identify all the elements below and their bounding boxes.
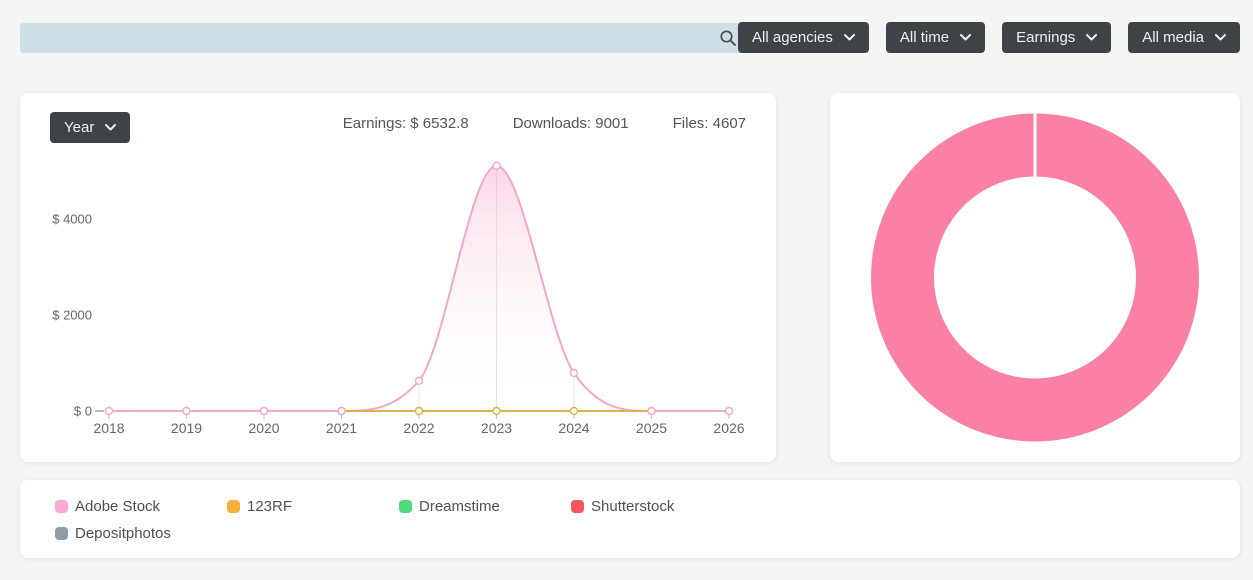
time-filter-dropdown[interactable]: All time <box>885 22 986 53</box>
svg-text:2025: 2025 <box>636 420 667 436</box>
earnings-chart-panel: Year Earnings: $ 6532.8 Downloads: 9001 … <box>20 93 776 462</box>
legend-item-dreamstime[interactable]: Dreamstime <box>399 493 571 519</box>
svg-text:2021: 2021 <box>326 420 357 436</box>
agency-legend-panel: Adobe Stock 123RF Dreamstime Shutterstoc… <box>20 480 1240 558</box>
stat-downloads: Downloads: 9001 <box>512 115 629 132</box>
svg-text:2026: 2026 <box>713 420 744 436</box>
search-input[interactable] <box>20 23 745 53</box>
svg-text:2020: 2020 <box>248 420 279 436</box>
depositphotos-swatch-icon <box>55 526 68 540</box>
agency-legend: Adobe Stock 123RF Dreamstime Shutterstoc… <box>20 480 1240 546</box>
stat-earnings: Earnings: $ 6532.8 <box>342 115 469 132</box>
svg-text:2024: 2024 <box>558 420 589 436</box>
chevron-down-icon <box>1086 34 1098 41</box>
chevron-down-icon <box>960 34 972 41</box>
agencies-filter-label: All agencies <box>752 29 833 46</box>
legend-item-123rf[interactable]: 123RF <box>227 493 399 519</box>
svg-text:2018: 2018 <box>93 420 124 436</box>
stat-files: Files: 4607 <box>672 115 746 132</box>
legend-item-adobe-stock[interactable]: Adobe Stock <box>55 493 227 519</box>
metric-filter-label: Earnings <box>1016 29 1076 46</box>
time-filter-label: All time <box>899 29 950 46</box>
svg-text:2019: 2019 <box>171 420 202 436</box>
svg-text:2022: 2022 <box>403 420 434 436</box>
123rf-swatch-icon <box>227 499 240 513</box>
svg-text:2023: 2023 <box>481 420 512 436</box>
search-icon[interactable] <box>719 29 737 47</box>
agency-share-donut-chart <box>871 111 1199 442</box>
media-filter-label: All media <box>1142 29 1204 46</box>
earnings-line-chart: $ 0 $ 2000 $ 4000 2018 2019 2020 2021 2022 2023 2… <box>52 161 745 436</box>
legend-label: Dreamstime <box>419 497 500 515</box>
metric-filter-dropdown[interactable]: Earnings <box>1002 22 1112 53</box>
legend-item-shutterstock[interactable]: Shutterstock <box>571 493 743 519</box>
search-bar[interactable] <box>20 23 745 53</box>
agencies-filter-dropdown[interactable]: All agencies <box>738 22 869 53</box>
shutterstock-swatch-icon <box>571 499 584 513</box>
legend-item-depositphotos[interactable]: Depositphotos <box>55 520 227 546</box>
agency-share-panel <box>830 93 1240 462</box>
adobe-stock-swatch-icon <box>55 499 68 513</box>
svg-text:$ 2000: $ 2000 <box>52 308 92 323</box>
period-selector-dropdown[interactable]: Year <box>50 112 131 143</box>
filter-bar: All agencies All time Earnings All media <box>738 22 1240 53</box>
legend-label: Shutterstock <box>591 497 675 515</box>
dreamstime-swatch-icon <box>399 499 412 513</box>
summary-stats: Earnings: $ 6532.8 Downloads: 9001 Files… <box>343 115 746 132</box>
media-filter-dropdown[interactable]: All media <box>1128 22 1240 53</box>
legend-label: Adobe Stock <box>75 497 161 515</box>
period-selector-label: Year <box>64 119 95 136</box>
legend-label: 123RF <box>247 497 293 515</box>
chevron-down-icon <box>1215 34 1226 41</box>
legend-label: Depositphotos <box>75 524 171 542</box>
chevron-down-icon <box>105 124 117 131</box>
svg-text:$ 4000: $ 4000 <box>52 212 92 227</box>
chevron-down-icon <box>843 34 855 41</box>
svg-text:$ 0: $ 0 <box>74 404 92 419</box>
